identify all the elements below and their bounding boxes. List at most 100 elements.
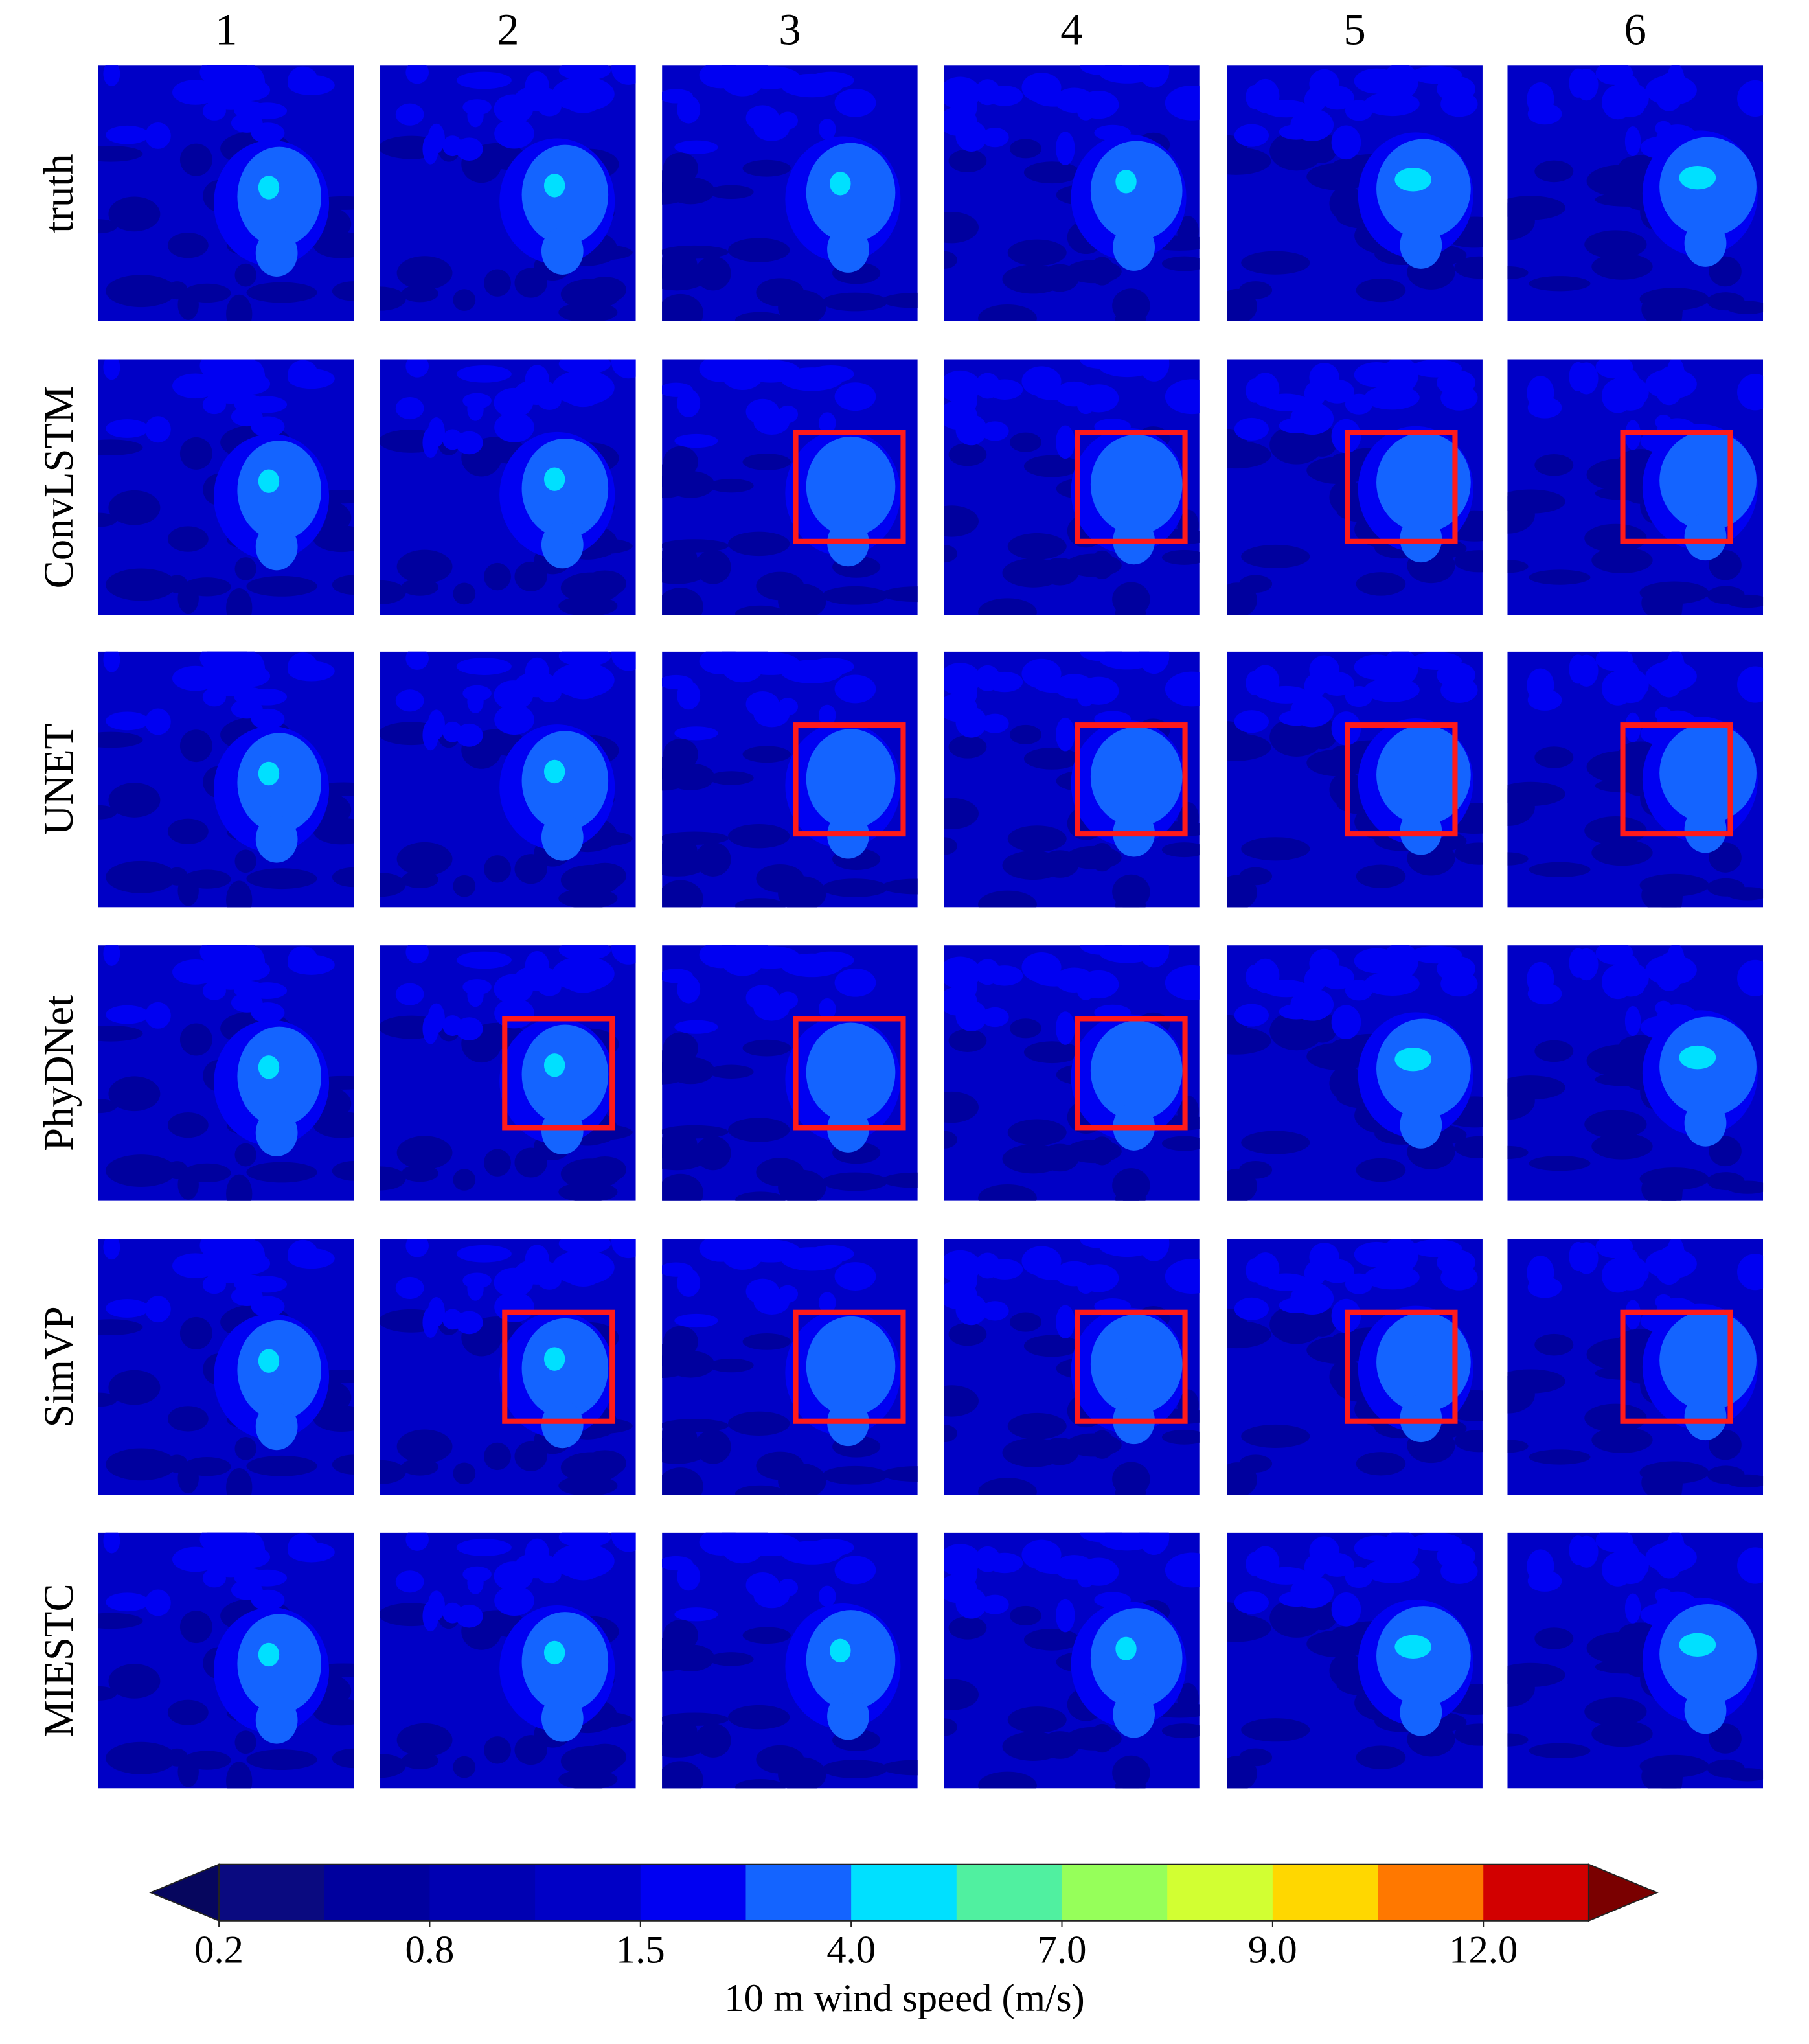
dark-patch	[1507, 1733, 1529, 1747]
dark-patch	[756, 1451, 804, 1480]
dark-patch	[179, 1023, 212, 1056]
band-patch	[1251, 665, 1280, 700]
dark-patch	[948, 442, 987, 466]
dark-patch	[1356, 1745, 1406, 1769]
storm-eye	[1115, 170, 1137, 194]
band-patch	[1056, 1011, 1075, 1045]
band-patch	[1290, 1282, 1334, 1315]
dark-patch	[98, 731, 143, 748]
field-panel	[944, 359, 1200, 615]
dark-patch	[1177, 1682, 1199, 1714]
band-patch	[1624, 126, 1641, 157]
band-patch	[777, 405, 799, 424]
storm-eye	[830, 172, 851, 196]
dark-patch	[396, 842, 453, 876]
band-patch	[514, 379, 560, 405]
band-patch	[1655, 1000, 1672, 1016]
band-patch	[986, 1259, 1023, 1280]
field-panel	[662, 359, 918, 615]
field-panel	[1227, 359, 1483, 615]
band-patch	[1737, 959, 1764, 996]
dark-patch	[1023, 455, 1080, 477]
dark-patch	[662, 1130, 687, 1166]
band-patch	[611, 945, 636, 965]
dark-patch	[226, 1467, 253, 1495]
dark-patch	[167, 526, 209, 552]
dark-patch	[1009, 1605, 1042, 1625]
band-patch	[288, 1239, 318, 1268]
band-patch	[427, 1296, 445, 1327]
colorbar-segment	[956, 1864, 1063, 1921]
band-patch	[202, 101, 226, 121]
band-patch	[1569, 1535, 1587, 1565]
dark-patch	[1584, 1403, 1647, 1432]
band-patch	[677, 976, 696, 991]
dark-patch	[1591, 253, 1653, 280]
band-patch	[777, 698, 799, 716]
band-patch	[611, 359, 636, 379]
dark-patch	[756, 571, 804, 601]
band-patch	[145, 416, 171, 443]
dark-patch	[662, 1423, 687, 1459]
highlight-box	[793, 722, 906, 837]
storm-core	[237, 146, 321, 247]
dark-patch	[1725, 1474, 1764, 1488]
colorbar-tick-label: 12.0	[1449, 1928, 1518, 1971]
field-panel	[98, 359, 354, 615]
field-panel	[1227, 65, 1483, 321]
dark-patch	[453, 289, 476, 311]
band-patch	[1078, 384, 1119, 413]
dark-patch	[226, 1174, 253, 1201]
dark-patch	[1161, 549, 1200, 565]
dark-patch	[1329, 1066, 1365, 1101]
dark-patch	[558, 888, 618, 908]
storm-eye	[543, 1640, 565, 1665]
colorbar-segment	[219, 1864, 325, 1921]
dark-patch	[98, 1025, 143, 1042]
dark-patch	[1529, 569, 1591, 585]
storm-tail	[541, 1107, 584, 1154]
dark-patch	[246, 1455, 317, 1476]
band-patch	[247, 982, 288, 999]
band-patch	[1440, 1265, 1478, 1291]
row-label: MIESTC	[36, 1583, 82, 1737]
dark-patch	[1112, 288, 1150, 321]
band-patch	[611, 651, 636, 671]
storm-core	[806, 1316, 896, 1416]
storm-tail	[1684, 513, 1727, 561]
dark-patch	[948, 1029, 987, 1052]
band-patch	[1601, 671, 1634, 706]
dark-patch	[1241, 1718, 1310, 1742]
dark-patch	[1529, 276, 1591, 292]
band-patch	[456, 658, 512, 675]
band-patch	[1440, 970, 1478, 997]
dark-patch	[1534, 1627, 1574, 1649]
band-patch	[199, 945, 257, 969]
band-patch	[456, 951, 512, 969]
dark-patch	[110, 1079, 141, 1108]
band-patch	[1080, 651, 1122, 661]
dark-patch	[234, 1730, 256, 1754]
dark-patch	[728, 823, 790, 849]
storm-core	[1376, 432, 1471, 533]
dark-patch	[1227, 733, 1271, 761]
band-patch	[561, 1254, 605, 1287]
band-patch	[558, 1239, 611, 1254]
band-patch	[674, 726, 718, 741]
band-patch	[677, 682, 696, 697]
dark-patch	[695, 1723, 731, 1758]
colorbar-tick-label: 0.8	[405, 1928, 454, 1971]
column-label: 4	[1060, 5, 1082, 54]
dark-patch	[167, 1406, 209, 1432]
dark-patch	[709, 478, 754, 493]
field-panel	[662, 651, 918, 908]
band-patch	[395, 1570, 424, 1593]
dark-patch	[1089, 550, 1115, 579]
dark-patch	[1584, 1697, 1647, 1726]
storm-eye	[1394, 1635, 1432, 1659]
storm-eye	[1679, 166, 1716, 190]
dark-patch	[1454, 842, 1483, 865]
colorbar-segment	[1167, 1864, 1273, 1921]
dark-patch	[1725, 887, 1764, 901]
dark-patch	[558, 1769, 618, 1789]
